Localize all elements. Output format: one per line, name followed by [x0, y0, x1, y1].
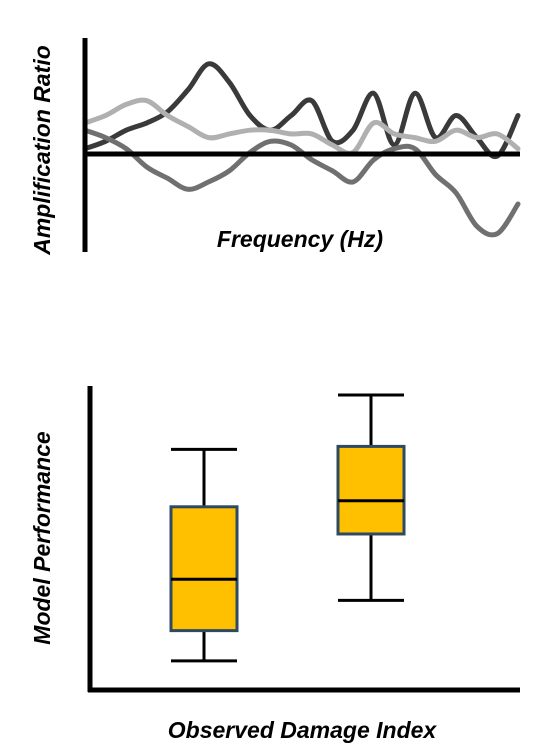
box-plot-group: [169, 393, 406, 663]
amplification-x-axis-label: Frequency (Hz): [217, 226, 383, 252]
performance-x-axis-label: Observed Damage Index: [168, 717, 438, 743]
amplification-series-line-1: [82, 61, 521, 160]
performance-y-axis-label: Model Performance: [29, 431, 55, 645]
amplification-chart: Amplification Ratio Frequency (Hz): [29, 38, 521, 256]
box-1-iqr: [169, 505, 239, 633]
amplification-series-line-3: [82, 127, 521, 238]
box-2-iqr: [336, 444, 406, 536]
model-performance-chart: Model Performance Observed Damage Index: [29, 386, 520, 743]
amplification-series-group: [82, 61, 521, 238]
amplification-y-axis-label: Amplification Ratio: [29, 45, 55, 256]
amplification-series-line-2: [82, 97, 521, 156]
